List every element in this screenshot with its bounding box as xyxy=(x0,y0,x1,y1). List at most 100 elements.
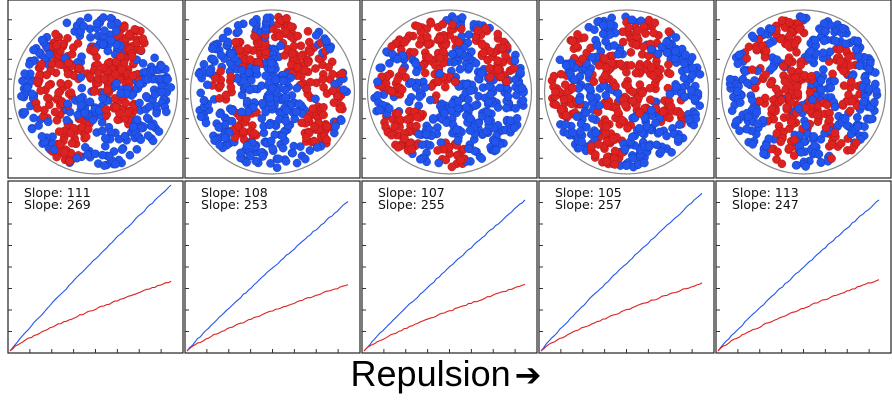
red-particle xyxy=(631,68,641,78)
red-particle xyxy=(398,66,407,75)
blue-particle xyxy=(736,98,745,107)
red-particle xyxy=(390,122,400,131)
red-particle xyxy=(747,65,757,74)
red-particle xyxy=(94,68,103,78)
blue-particle xyxy=(261,71,271,80)
blue-particle xyxy=(292,158,302,168)
blue-particle xyxy=(248,17,258,27)
red-particle xyxy=(66,88,76,97)
blue-particle xyxy=(853,122,863,131)
red-particle xyxy=(610,146,620,156)
red-particle xyxy=(578,54,587,64)
blue-particle xyxy=(735,126,744,136)
blue-particle xyxy=(581,108,591,118)
boundary-circle xyxy=(366,9,533,175)
blue-particle xyxy=(150,53,159,63)
red-particle xyxy=(626,61,636,70)
blue-particle xyxy=(727,106,737,115)
blue-particle xyxy=(585,84,595,93)
particle-panel-4 xyxy=(538,0,715,179)
blue-particle xyxy=(588,114,597,123)
blue-particle xyxy=(248,103,258,112)
red-particle xyxy=(602,101,612,110)
blue-particle xyxy=(811,35,820,45)
particle-panel-1 xyxy=(7,0,184,179)
blue-particle xyxy=(818,48,828,58)
blue-particle xyxy=(100,26,109,35)
blue-particle xyxy=(841,114,850,124)
blue-particle xyxy=(237,107,246,117)
blue-particle xyxy=(464,144,473,153)
red-particle xyxy=(56,79,65,88)
blue-particle xyxy=(425,95,435,105)
red-particle xyxy=(836,139,846,148)
red-particle xyxy=(777,95,786,105)
blue-particle xyxy=(199,96,209,105)
red-particle xyxy=(560,80,570,89)
blue-particle xyxy=(601,91,611,100)
red-particle xyxy=(250,32,259,41)
blue-particle xyxy=(806,47,815,56)
blue-particle xyxy=(671,46,680,56)
blue-particle xyxy=(435,69,444,79)
blue-particle xyxy=(76,101,86,110)
blue-particle xyxy=(100,161,109,170)
red-particle xyxy=(424,53,434,62)
blue-particle xyxy=(63,99,72,109)
red-particle xyxy=(602,122,611,131)
blue-particle xyxy=(752,108,762,117)
blue-particle xyxy=(120,131,130,141)
red-particle xyxy=(777,159,787,169)
red-particle xyxy=(33,77,42,87)
blue-particle xyxy=(831,36,840,46)
red-particle xyxy=(766,79,776,88)
blue-particle xyxy=(816,85,826,95)
blue-particle xyxy=(337,116,346,125)
blue-particle xyxy=(725,74,735,84)
blue-series-line xyxy=(9,184,172,352)
red-particle xyxy=(666,102,676,111)
blue-particle xyxy=(267,83,277,93)
red-particle xyxy=(286,22,296,32)
blue-particle xyxy=(855,61,865,71)
blue-particle xyxy=(870,97,879,107)
red-particle xyxy=(638,88,647,98)
blue-series-line xyxy=(363,199,526,352)
blue-particle xyxy=(281,157,291,166)
red-particle xyxy=(387,87,396,96)
red-particle xyxy=(635,108,645,118)
red-particle xyxy=(785,17,794,27)
red-particle xyxy=(138,34,148,43)
blue-particle xyxy=(280,93,290,102)
blue-particle xyxy=(202,80,212,90)
red-particle xyxy=(393,142,403,152)
blue-particle xyxy=(227,116,237,126)
red-particle xyxy=(792,48,801,57)
blue-particle xyxy=(853,113,862,122)
red-particle xyxy=(761,46,771,56)
red-particle xyxy=(337,69,347,78)
red-particle xyxy=(36,86,45,95)
red-particle xyxy=(33,104,42,113)
blue-particle xyxy=(871,79,880,89)
blue-particle xyxy=(265,120,274,130)
red-particle xyxy=(454,38,464,47)
slope-label: Slope: 108 xyxy=(201,185,268,200)
blue-particle xyxy=(223,27,233,36)
blue-particle xyxy=(62,18,72,28)
red-particle xyxy=(796,60,806,70)
blue-particle xyxy=(767,24,776,34)
red-particle xyxy=(786,117,796,127)
red-particle xyxy=(52,40,61,50)
red-particle xyxy=(825,115,834,124)
red-particle xyxy=(450,77,460,87)
red-particle xyxy=(498,43,507,53)
red-particle xyxy=(628,87,638,97)
red-particle xyxy=(111,102,121,112)
blue-particle xyxy=(245,85,254,95)
red-particle xyxy=(628,96,638,106)
blue-particle xyxy=(242,96,252,106)
red-particle xyxy=(44,81,54,90)
